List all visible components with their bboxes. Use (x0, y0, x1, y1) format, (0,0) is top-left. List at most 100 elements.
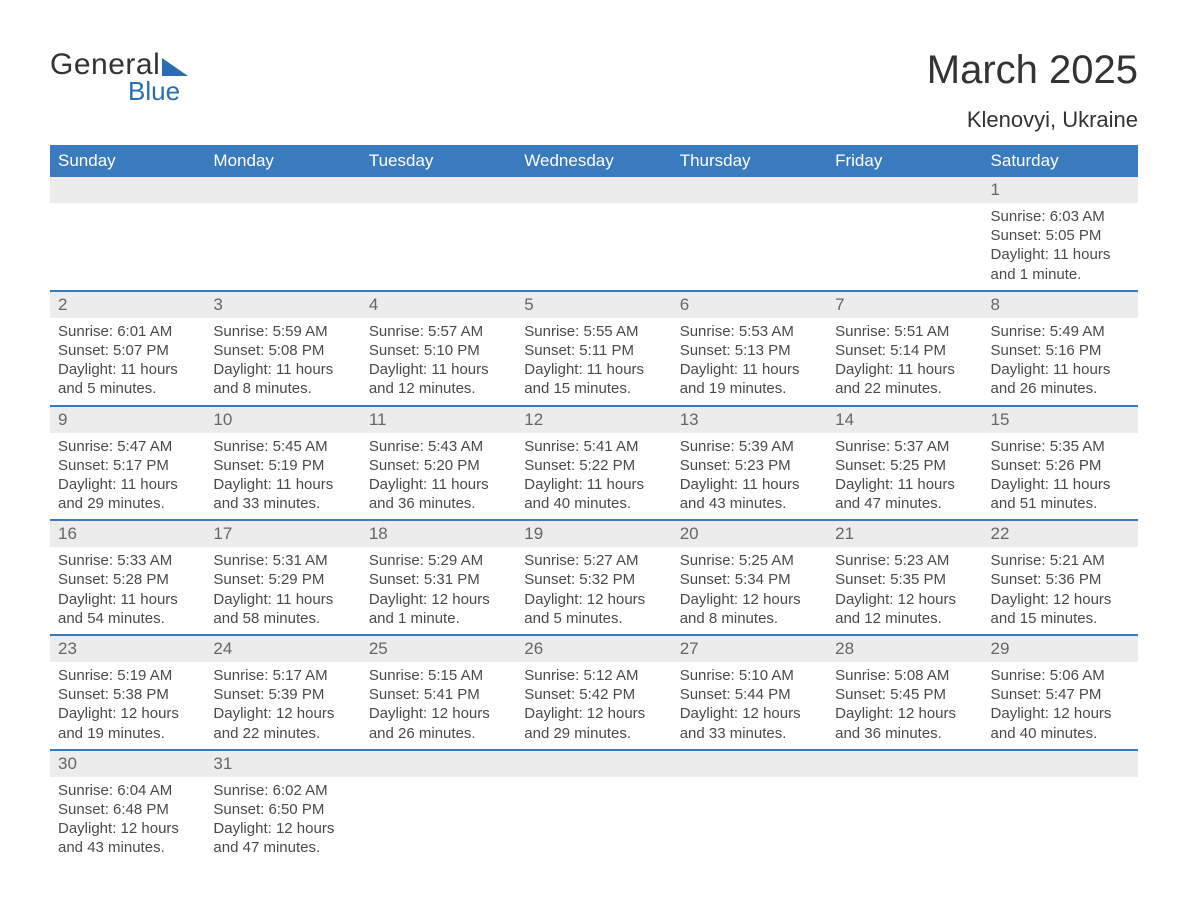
daylight-text-2: and 8 minutes. (213, 379, 352, 398)
sunrise-text: Sunrise: 5:25 AM (680, 551, 819, 570)
day-details: Sunrise: 5:29 AMSunset: 5:31 PMDaylight:… (361, 547, 516, 634)
sunrise-text: Sunrise: 5:57 AM (369, 322, 508, 341)
sunrise-text: Sunrise: 6:03 AM (991, 207, 1130, 226)
calendar-cell (516, 750, 671, 864)
day-number: 31 (205, 751, 360, 777)
calendar-cell: 21Sunrise: 5:23 AMSunset: 5:35 PMDayligh… (827, 520, 982, 635)
day-details: Sunrise: 6:03 AMSunset: 5:05 PMDaylight:… (983, 203, 1138, 290)
col-wednesday: Wednesday (516, 145, 671, 177)
calendar-cell (672, 177, 827, 291)
daylight-text: Daylight: 12 hours (835, 590, 974, 609)
sunset-text: Sunset: 5:26 PM (991, 456, 1130, 475)
col-sunday: Sunday (50, 145, 205, 177)
daylight-text-2: and 19 minutes. (58, 724, 197, 743)
calendar-cell: 27Sunrise: 5:10 AMSunset: 5:44 PMDayligh… (672, 635, 827, 750)
daylight-text-2: and 33 minutes. (213, 494, 352, 513)
col-tuesday: Tuesday (361, 145, 516, 177)
calendar-week-row: 1Sunrise: 6:03 AMSunset: 5:05 PMDaylight… (50, 177, 1138, 291)
sunset-text: Sunset: 5:41 PM (369, 685, 508, 704)
daylight-text-2: and 36 minutes. (835, 724, 974, 743)
sunset-text: Sunset: 6:50 PM (213, 800, 352, 819)
title-block: March 2025 Klenovyi, Ukraine (927, 28, 1138, 133)
calendar-cell (983, 750, 1138, 864)
calendar-week-row: 30Sunrise: 6:04 AMSunset: 6:48 PMDayligh… (50, 750, 1138, 864)
sunset-text: Sunset: 5:11 PM (524, 341, 663, 360)
day-number: 14 (827, 407, 982, 433)
day-number: 3 (205, 292, 360, 318)
daylight-text-2: and 40 minutes. (991, 724, 1130, 743)
daylight-text: Daylight: 11 hours (680, 360, 819, 379)
daylight-text: Daylight: 11 hours (991, 475, 1130, 494)
col-friday: Friday (827, 145, 982, 177)
daylight-text: Daylight: 12 hours (524, 704, 663, 723)
calendar-cell: 16Sunrise: 5:33 AMSunset: 5:28 PMDayligh… (50, 520, 205, 635)
sunset-text: Sunset: 5:39 PM (213, 685, 352, 704)
daylight-text-2: and 47 minutes. (835, 494, 974, 513)
day-number: 26 (516, 636, 671, 662)
col-monday: Monday (205, 145, 360, 177)
day-details: Sunrise: 5:43 AMSunset: 5:20 PMDaylight:… (361, 433, 516, 520)
calendar-cell: 19Sunrise: 5:27 AMSunset: 5:32 PMDayligh… (516, 520, 671, 635)
daylight-text-2: and 12 minutes. (835, 609, 974, 628)
calendar-cell: 1Sunrise: 6:03 AMSunset: 5:05 PMDaylight… (983, 177, 1138, 291)
day-details: Sunrise: 5:27 AMSunset: 5:32 PMDaylight:… (516, 547, 671, 634)
day-details: Sunrise: 5:49 AMSunset: 5:16 PMDaylight:… (983, 318, 1138, 405)
sunset-text: Sunset: 5:28 PM (58, 570, 197, 589)
daylight-text: Daylight: 12 hours (58, 819, 197, 838)
day-number: 23 (50, 636, 205, 662)
day-details: Sunrise: 5:17 AMSunset: 5:39 PMDaylight:… (205, 662, 360, 749)
sunset-text: Sunset: 5:25 PM (835, 456, 974, 475)
daylight-text: Daylight: 12 hours (680, 704, 819, 723)
sunset-text: Sunset: 5:17 PM (58, 456, 197, 475)
day-number-empty (361, 751, 516, 777)
sunset-text: Sunset: 5:08 PM (213, 341, 352, 360)
calendar-cell: 13Sunrise: 5:39 AMSunset: 5:23 PMDayligh… (672, 406, 827, 521)
daylight-text-2: and 15 minutes. (991, 609, 1130, 628)
sunset-text: Sunset: 5:36 PM (991, 570, 1130, 589)
sunset-text: Sunset: 5:16 PM (991, 341, 1130, 360)
sunset-text: Sunset: 5:35 PM (835, 570, 974, 589)
sunset-text: Sunset: 5:20 PM (369, 456, 508, 475)
calendar-week-row: 16Sunrise: 5:33 AMSunset: 5:28 PMDayligh… (50, 520, 1138, 635)
daylight-text: Daylight: 11 hours (58, 590, 197, 609)
col-saturday: Saturday (983, 145, 1138, 177)
sunrise-text: Sunrise: 5:31 AM (213, 551, 352, 570)
sunset-text: Sunset: 5:42 PM (524, 685, 663, 704)
daylight-text-2: and 26 minutes. (369, 724, 508, 743)
day-details: Sunrise: 5:45 AMSunset: 5:19 PMDaylight:… (205, 433, 360, 520)
sunset-text: Sunset: 5:05 PM (991, 226, 1130, 245)
logo-text-blue: Blue (128, 76, 188, 107)
sunrise-text: Sunrise: 5:27 AM (524, 551, 663, 570)
sunrise-text: Sunrise: 5:06 AM (991, 666, 1130, 685)
calendar-cell: 15Sunrise: 5:35 AMSunset: 5:26 PMDayligh… (983, 406, 1138, 521)
sunset-text: Sunset: 5:10 PM (369, 341, 508, 360)
daylight-text-2: and 29 minutes. (524, 724, 663, 743)
daylight-text: Daylight: 11 hours (991, 360, 1130, 379)
sunrise-text: Sunrise: 5:21 AM (991, 551, 1130, 570)
day-number: 11 (361, 407, 516, 433)
daylight-text: Daylight: 12 hours (680, 590, 819, 609)
sunrise-text: Sunrise: 5:41 AM (524, 437, 663, 456)
day-details: Sunrise: 5:55 AMSunset: 5:11 PMDaylight:… (516, 318, 671, 405)
daylight-text: Daylight: 11 hours (680, 475, 819, 494)
daylight-text: Daylight: 11 hours (213, 360, 352, 379)
daylight-text-2: and 43 minutes. (680, 494, 819, 513)
calendar-cell (827, 750, 982, 864)
day-details: Sunrise: 5:41 AMSunset: 5:22 PMDaylight:… (516, 433, 671, 520)
daylight-text-2: and 1 minute. (369, 609, 508, 628)
day-number-empty (827, 177, 982, 203)
day-details: Sunrise: 5:59 AMSunset: 5:08 PMDaylight:… (205, 318, 360, 405)
calendar-week-row: 9Sunrise: 5:47 AMSunset: 5:17 PMDaylight… (50, 406, 1138, 521)
sunrise-text: Sunrise: 6:04 AM (58, 781, 197, 800)
daylight-text-2: and 33 minutes. (680, 724, 819, 743)
daylight-text: Daylight: 12 hours (213, 704, 352, 723)
calendar-cell: 2Sunrise: 6:01 AMSunset: 5:07 PMDaylight… (50, 291, 205, 406)
calendar-cell: 20Sunrise: 5:25 AMSunset: 5:34 PMDayligh… (672, 520, 827, 635)
day-number: 9 (50, 407, 205, 433)
day-number: 27 (672, 636, 827, 662)
daylight-text: Daylight: 11 hours (369, 475, 508, 494)
day-number: 29 (983, 636, 1138, 662)
daylight-text-2: and 1 minute. (991, 265, 1130, 284)
day-number: 30 (50, 751, 205, 777)
day-details: Sunrise: 5:25 AMSunset: 5:34 PMDaylight:… (672, 547, 827, 634)
